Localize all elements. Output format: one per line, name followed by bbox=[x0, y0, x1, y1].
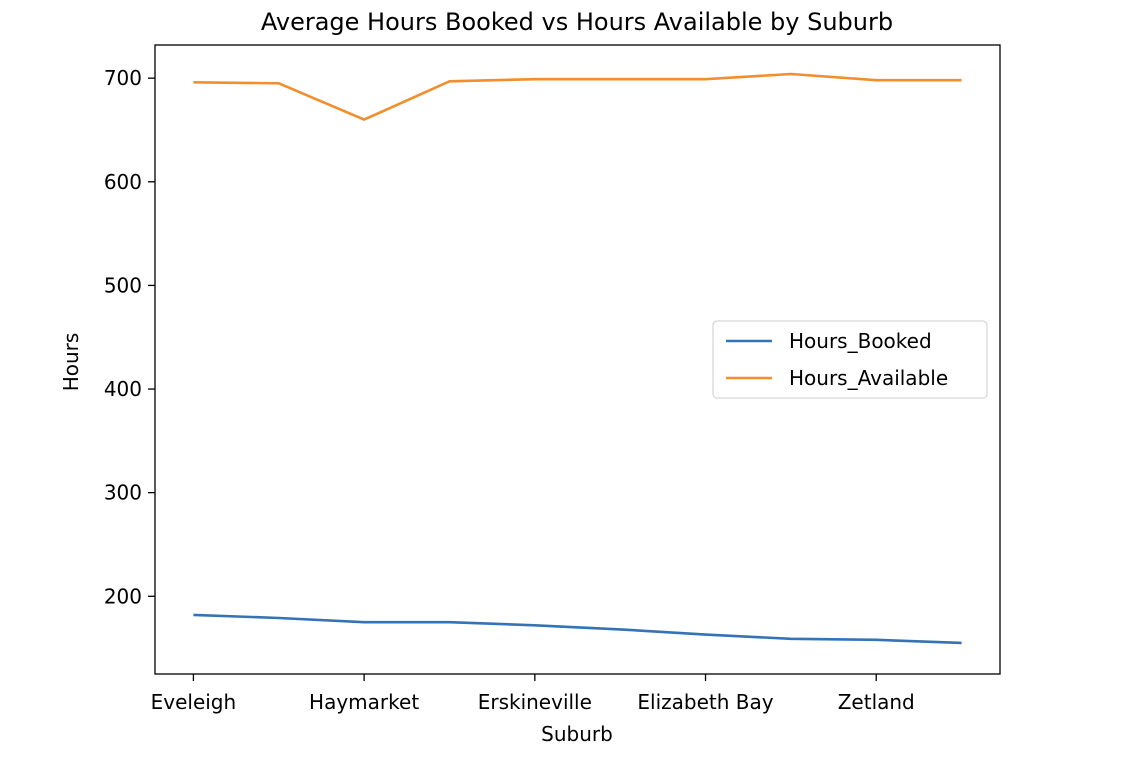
legend-label: Hours_Available bbox=[789, 366, 948, 390]
y-tick-label: 700 bbox=[104, 66, 142, 90]
x-tick-label: Elizabeth Bay bbox=[637, 690, 773, 714]
y-tick-label: 200 bbox=[104, 584, 142, 608]
series-lines bbox=[193, 72, 962, 645]
y-tick-label: 300 bbox=[104, 481, 142, 505]
y-tick-label: 500 bbox=[104, 273, 142, 297]
x-tick-label: Haymarket bbox=[309, 690, 419, 714]
axis-ticks: 200 300 400 500 600 700 Eveleigh Haymarket Erski… bbox=[104, 66, 915, 714]
x-tick-label: Zetland bbox=[838, 690, 915, 714]
series-line-hours-booked bbox=[193, 613, 962, 645]
y-tick-label: 600 bbox=[104, 170, 142, 194]
x-tick-label: Erskineville bbox=[478, 690, 592, 714]
x-axis-title: Suburb bbox=[541, 722, 613, 746]
series-line-hours-available bbox=[193, 72, 962, 121]
y-axis-title: Hours bbox=[59, 333, 83, 392]
legend-label: Hours_Booked bbox=[789, 329, 932, 353]
plot-area-frame bbox=[154, 44, 1001, 675]
y-tick-label: 400 bbox=[104, 377, 142, 401]
chart-title: Average Hours Booked vs Hours Available … bbox=[261, 8, 893, 36]
legend: Hours_Booked Hours_Available bbox=[712, 320, 988, 399]
x-tick-label: Eveleigh bbox=[151, 690, 237, 714]
legend-box bbox=[712, 320, 988, 399]
